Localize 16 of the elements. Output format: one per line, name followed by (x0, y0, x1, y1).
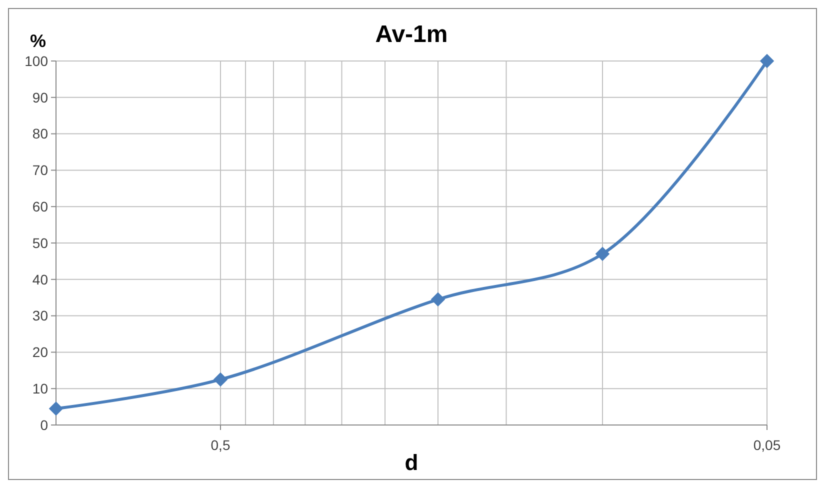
y-tick-label: 100 (24, 52, 48, 69)
y-tick-label: 20 (32, 344, 48, 360)
y-tick-label: 50 (32, 234, 48, 251)
y-tick-label: 60 (32, 198, 48, 214)
y-tick-label: 40 (32, 271, 48, 288)
y-tick-label: 30 (32, 308, 48, 324)
y-tick-label: 70 (32, 162, 48, 178)
y-axis-title: % (30, 31, 46, 51)
y-tick-label: 90 (32, 89, 48, 106)
y-tick-label: 0 (40, 416, 48, 433)
x-tick-label: 0,05 (753, 437, 781, 453)
y-tick-label: 10 (32, 380, 48, 396)
y-tick-label: 80 (32, 126, 48, 142)
x-tick-label: 0,5 (210, 437, 230, 453)
x-axis-title: d (404, 450, 418, 475)
chart-title: Av-1m (375, 21, 448, 48)
